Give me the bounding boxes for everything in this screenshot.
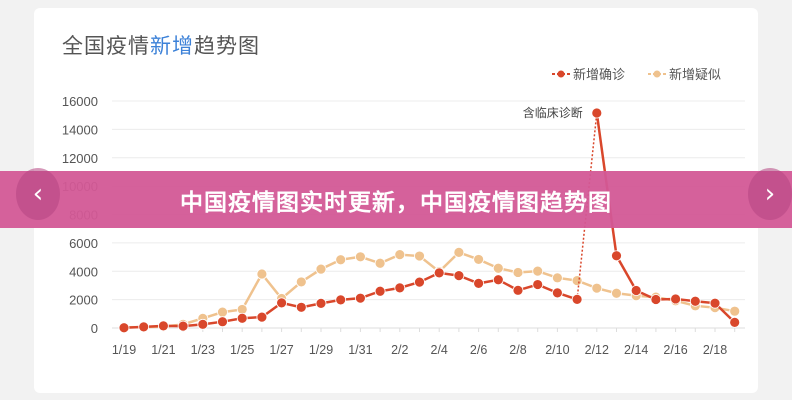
point-confirmed [611,250,622,262]
x-tick-label: 2/10 [545,343,569,357]
x-tick-label: 2/16 [663,343,687,357]
prev-button[interactable]: ‹ [16,168,60,220]
x-tick-label: 2/12 [585,343,609,357]
point-confirmed [217,316,228,328]
legend-swatch-dot [557,70,565,78]
point-confirmed [276,297,288,309]
x-tick-label: 1/21 [151,343,175,357]
x-tick-label: 1/29 [309,343,333,357]
point-confirmed [492,274,504,286]
y-tick-label: 0 [91,321,98,336]
x-tick-label: 2/6 [470,343,487,357]
point-suspected [552,272,563,284]
x-tick-label: 1/31 [348,343,372,357]
headline-text: 中国疫情图实时更新，中国疫情图趋势图 [180,189,612,216]
legend-label: 新增疑似 [669,67,721,83]
point-confirmed [552,287,563,299]
point-confirmed [453,270,465,281]
point-confirmed [512,284,524,296]
point-confirmed [532,279,544,290]
y-tick-label: 6000 [69,236,98,251]
y-tick-label: 16000 [62,94,98,109]
point-confirmed [177,320,189,332]
point-confirmed [394,282,406,294]
point-confirmed [197,318,209,330]
x-tick-label: 2/14 [624,343,648,357]
point-suspected [217,306,228,318]
point-suspected [729,305,741,317]
y-tick-label: 2000 [69,293,98,308]
x-tick-label: 1/23 [191,343,215,357]
point-confirmed [650,294,662,305]
point-suspected [532,265,544,277]
point-confirmed [571,294,583,305]
x-tick-label: 2/8 [509,343,526,357]
y-tick-label: 4000 [69,264,98,279]
headline-banner: 中国疫情图实时更新，中国疫情图趋势图 [0,171,792,228]
series-line-suspected [123,250,735,329]
x-tick-label: 2/4 [431,343,448,357]
point-confirmed [473,278,485,289]
point-suspected [591,282,603,294]
point-confirmed [433,267,445,279]
point-confirmed [256,311,268,323]
x-tick-label: 2/18 [703,343,727,357]
point-suspected [453,247,465,258]
point-suspected [571,275,583,286]
x-tick-label: 1/25 [230,343,254,357]
point-confirmed [414,276,425,288]
y-tick-label: 14000 [62,122,98,137]
point-confirmed [630,285,642,296]
point-suspected [414,250,425,262]
title-text-end: 趋势图 [194,34,260,58]
point-confirmed [335,294,347,306]
point-confirmed [591,107,603,119]
chart-title: 全国疫情新增趋势图 [62,30,260,60]
point-confirmed [354,292,366,304]
point-suspected [256,268,268,280]
x-tick-label: 1/19 [112,343,136,357]
point-suspected [611,287,622,299]
point-confirmed [729,317,741,328]
title-highlight: 新增 [150,34,194,58]
point-suspected [473,254,485,265]
point-confirmed [315,297,327,309]
point-confirmed [118,322,130,334]
y-tick-label: 12000 [62,151,98,166]
legend-label: 新增确诊 [573,67,625,83]
legend-swatch-dot [653,70,661,78]
x-tick-label: 1/27 [269,343,293,357]
point-suspected [315,263,327,275]
point-confirmed [157,320,169,332]
chevron-right-icon: › [764,179,776,209]
point-suspected [374,257,386,269]
point-confirmed [138,321,150,333]
point-suspected [354,251,366,263]
point-confirmed [374,285,386,297]
point-confirmed [709,297,721,309]
next-button[interactable]: › [748,168,792,220]
point-suspected [295,276,307,288]
point-confirmed [689,295,701,307]
chevron-left-icon: ‹ [32,179,44,209]
point-confirmed [236,312,248,324]
point-confirmed [670,293,681,305]
point-confirmed [295,301,307,313]
point-suspected [335,254,347,266]
title-text: 全国疫情 [62,34,150,58]
point-suspected [492,262,504,274]
point-suspected [394,249,406,261]
annotation-label: 含临床诊断 [523,105,583,120]
x-tick-label: 2/2 [391,343,408,357]
point-suspected [512,267,524,278]
series-line-confirmed [123,271,578,330]
